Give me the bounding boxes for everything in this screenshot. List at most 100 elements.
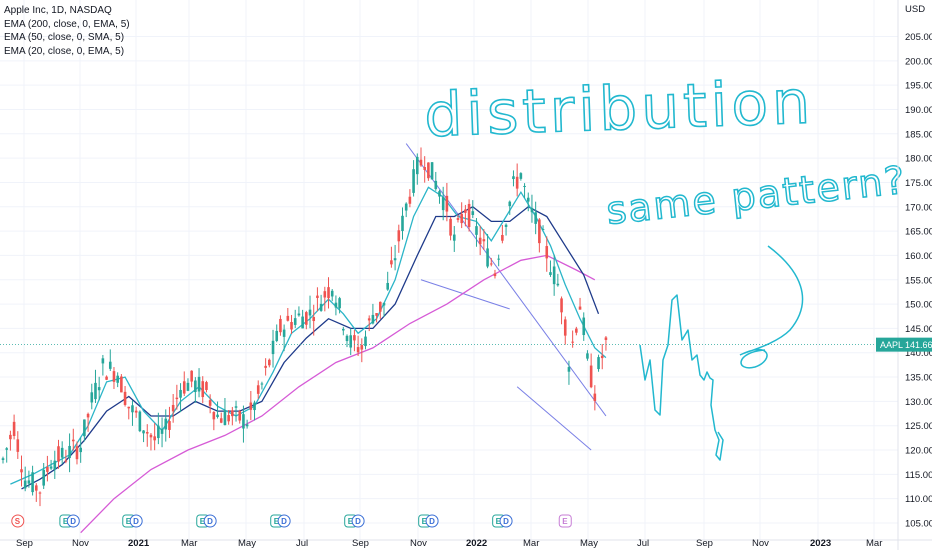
candle[interactable] [478,225,482,256]
candle[interactable] [194,377,197,403]
dividend-marker[interactable]: D [277,514,291,528]
candle[interactable] [138,410,142,433]
candle[interactable] [60,441,64,465]
candle[interactable] [501,224,504,244]
candle[interactable] [589,353,593,389]
candle[interactable] [305,310,308,330]
candle[interactable] [493,269,497,279]
candle[interactable] [441,186,445,221]
candle[interactable] [571,330,574,348]
candle[interactable] [397,224,401,253]
candle[interactable] [112,367,116,389]
candle[interactable] [578,297,582,310]
candle[interactable] [549,260,552,277]
candle[interactable] [234,400,238,422]
candle[interactable] [20,455,23,487]
candle[interactable] [27,470,31,488]
candle[interactable] [205,380,208,393]
candle[interactable] [530,194,534,223]
candle[interactable] [79,437,82,463]
candle[interactable] [282,324,286,352]
candle[interactable] [567,360,571,385]
candle[interactable] [515,163,519,197]
candle[interactable] [208,394,212,414]
candle[interactable] [12,414,16,440]
candle[interactable] [160,417,164,448]
candle[interactable] [415,153,419,185]
candle[interactable] [345,334,349,348]
candle[interactable] [256,380,260,399]
candle[interactable] [120,374,123,393]
candle[interactable] [312,304,316,336]
candle[interactable] [526,192,530,212]
candle[interactable] [604,336,608,351]
candle[interactable] [279,315,282,336]
candle[interactable] [456,214,460,223]
dividend-marker[interactable]: D [425,514,439,528]
trendlines[interactable] [405,143,607,451]
candle[interactable] [105,375,108,381]
candle[interactable] [353,329,356,352]
candle[interactable] [275,324,279,343]
candle[interactable] [182,371,186,397]
candle[interactable] [452,226,456,252]
candle[interactable] [142,430,145,443]
candle[interactable] [382,302,386,317]
candle[interactable] [582,312,586,341]
candle[interactable] [475,217,478,247]
candle[interactable] [9,430,12,451]
candle[interactable] [386,271,389,291]
candle[interactable] [541,225,545,231]
candle[interactable] [445,182,449,222]
candle[interactable] [434,171,438,191]
candle[interactable] [157,412,160,445]
candle[interactable] [5,447,8,463]
candle[interactable] [216,401,219,419]
candle[interactable] [338,296,341,314]
legend-ema50[interactable]: EMA (50, close, 0, SMA, 5) [4,32,125,43]
dividend-marker[interactable]: D [66,514,80,528]
trendline[interactable] [405,143,607,417]
candle[interactable] [364,330,367,350]
candle[interactable] [75,441,79,465]
candle[interactable] [46,455,49,482]
candle[interactable] [31,465,34,496]
candle[interactable] [49,459,53,470]
candle[interactable] [371,303,375,325]
candle[interactable] [430,162,434,180]
candle[interactable] [412,160,415,197]
candle[interactable] [316,287,319,312]
candle[interactable] [349,328,353,356]
candle[interactable] [600,344,604,370]
candle[interactable] [375,313,378,323]
candle[interactable] [16,431,20,459]
legend-title[interactable]: Apple Inc, 1D, NASDAQ [4,5,112,16]
candle[interactable] [97,376,101,401]
dividend-marker[interactable]: D [203,514,217,528]
candle[interactable] [64,449,68,464]
candle[interactable] [438,189,441,204]
candle[interactable] [149,432,153,451]
candle[interactable] [464,204,467,227]
candle[interactable] [168,406,171,439]
candle[interactable] [245,419,249,429]
candle[interactable] [486,233,489,269]
candle[interactable] [471,200,475,219]
candle[interactable] [367,315,371,332]
candle[interactable] [101,354,105,376]
legend-ema20[interactable]: EMA (20, close, 0, EMA, 5) [4,45,125,57]
candle[interactable] [123,385,127,407]
candle[interactable] [342,326,345,336]
candle[interactable] [538,218,541,253]
legend-ema200[interactable]: EMA (200, close, 0, EMA, 5) [4,18,130,30]
candle[interactable] [164,409,168,442]
trendline[interactable] [420,279,510,310]
candle[interactable] [108,349,112,371]
candle[interactable] [227,410,230,425]
candle[interactable] [197,368,201,398]
candle[interactable] [460,202,463,229]
candle[interactable] [94,369,97,404]
